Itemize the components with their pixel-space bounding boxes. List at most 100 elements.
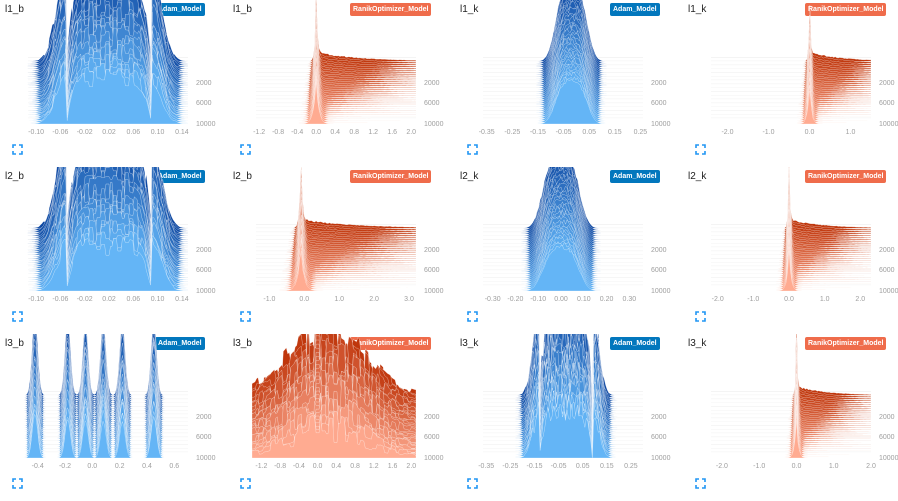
histogram-layer <box>252 168 417 229</box>
run-badge: Adam_Model <box>610 3 660 16</box>
x-tick-label: 0.0 <box>311 129 321 136</box>
histogram-layer <box>252 234 417 278</box>
histogram-layer <box>707 77 872 115</box>
histogram-layer <box>707 23 872 77</box>
histogram-layer <box>707 72 872 111</box>
x-tick-label: -0.25 <box>502 463 518 470</box>
x-tick-label: 0.8 <box>350 463 360 470</box>
y-tick-label: 2000 <box>196 414 212 421</box>
histogram-layer <box>707 361 872 424</box>
histogram-layer <box>707 405 872 451</box>
expand-icon[interactable] <box>12 144 23 155</box>
histogram-layer <box>252 66 417 109</box>
x-tick-label: -0.02 <box>77 296 93 303</box>
expand-icon[interactable] <box>467 311 478 322</box>
x-tick-label: 0.10 <box>151 296 165 303</box>
x-tick-label: 0.05 <box>582 129 596 136</box>
x-tick-label: -0.4 <box>291 129 303 136</box>
y-tick-label: 6000 <box>196 267 212 274</box>
histogram-layer <box>252 78 416 123</box>
histogram-layer <box>707 60 872 106</box>
expand-icon[interactable] <box>467 478 478 489</box>
histogram-layer <box>252 44 417 94</box>
histogram-layer <box>707 14 872 71</box>
histogram-layer <box>707 340 872 411</box>
histogram-layer <box>252 202 417 261</box>
histogram-layer <box>707 250 871 292</box>
histogram-layer <box>252 52 417 100</box>
x-tick-label: -0.05 <box>556 129 572 136</box>
expand-icon[interactable] <box>240 144 251 155</box>
histogram-layer <box>252 32 417 92</box>
histogram-plot: -2.0 -1.0 0.0 1.0 2.0 2000 6000 10000 <box>707 167 898 303</box>
expand-icon[interactable] <box>12 478 23 489</box>
x-tick-label: 1.0 <box>846 129 856 136</box>
histogram-card: l2_k RanikOptimizer_Model -2.0 -1.0 0.0 1.0 2.… <box>683 167 898 333</box>
y-tick-label: 10000 <box>424 288 444 295</box>
histogram-layer <box>252 59 417 106</box>
x-tick-label: -0.8 <box>274 463 286 470</box>
histogram-card: l3_b Adam_Model -0.4 -0.2 0.0 0.2 0.4 0.6 2000 60… <box>0 334 224 500</box>
run-badge: Adam_Model <box>610 337 660 350</box>
y-tick-label: 10000 <box>879 121 898 128</box>
histogram-layer <box>252 225 417 275</box>
histogram-layer <box>707 384 872 438</box>
expand-icon[interactable] <box>12 311 23 322</box>
y-tick-label: 10000 <box>424 121 444 128</box>
y-tick-label: 6000 <box>879 434 895 441</box>
histogram-layer <box>707 16 872 70</box>
histogram-card: l3_k Adam_Model -0.35 -0.25 -0.15 -0.05 0.05 0.… <box>455 334 679 500</box>
chart-title: l1_k <box>460 4 479 15</box>
y-tick-label: 6000 <box>651 100 667 107</box>
histogram-layer <box>707 48 872 94</box>
histogram-layer <box>707 59 872 100</box>
run-badge: Adam_Model <box>155 3 205 16</box>
histogram-layer <box>252 194 417 254</box>
histogram-layer <box>252 241 417 286</box>
histogram-card: l1_b RanikOptimizer_Model -1.2 -0.8 -0.4 0.0 0… <box>228 0 452 166</box>
y-tick-label: 10000 <box>651 288 671 295</box>
x-tick-label: 0.0 <box>792 463 802 470</box>
y-tick-label: 6000 <box>196 100 212 107</box>
histogram-layer <box>707 17 872 66</box>
histogram-layer <box>479 401 643 459</box>
expand-icon[interactable] <box>240 311 251 322</box>
histogram-layer <box>707 389 872 442</box>
x-tick-label: 0.30 <box>622 296 636 303</box>
x-tick-label: -0.4 <box>32 463 44 470</box>
histogram-layer <box>707 17 872 68</box>
x-tick-label: -0.4 <box>293 463 305 470</box>
histogram-layer <box>252 5 417 73</box>
histogram-layer <box>707 32 872 83</box>
histogram-layer <box>707 39 872 92</box>
x-tick-label: 0.10 <box>151 129 165 136</box>
histogram-layer <box>707 86 871 123</box>
histogram-layer <box>252 52 417 104</box>
x-tick-label: 0.00 <box>554 296 568 303</box>
histogram-layer <box>251 414 417 459</box>
expand-icon[interactable] <box>695 144 706 155</box>
histogram-layer <box>252 187 417 244</box>
histogram-layer <box>707 27 872 79</box>
x-tick-label: 0.25 <box>634 129 648 136</box>
expand-icon[interactable] <box>695 478 706 489</box>
x-tick-label: 2.0 <box>406 129 416 136</box>
histogram-layer <box>479 78 643 125</box>
histogram-layer <box>707 341 872 405</box>
x-tick-label: 0.25 <box>624 463 638 470</box>
expand-icon[interactable] <box>467 144 478 155</box>
run-badge: RanikOptimizer_Model <box>350 337 432 350</box>
x-tick-label: 0.4 <box>331 463 341 470</box>
x-tick-label: 0.8 <box>349 129 359 136</box>
x-tick-label: -0.20 <box>507 296 523 303</box>
x-tick-label: 1.6 <box>388 463 398 470</box>
x-tick-label: -1.0 <box>753 463 765 470</box>
expand-icon[interactable] <box>695 311 706 322</box>
x-tick-label: -2.0 <box>716 463 728 470</box>
histogram-card: l1_k RanikOptimizer_Model -2.0 -1.0 0.0 1.0 20… <box>683 0 898 166</box>
histogram-layer <box>24 237 189 292</box>
histogram-layer <box>252 0 417 70</box>
expand-icon[interactable] <box>240 478 251 489</box>
histogram-layer <box>707 49 872 96</box>
histogram-layer <box>252 172 417 237</box>
